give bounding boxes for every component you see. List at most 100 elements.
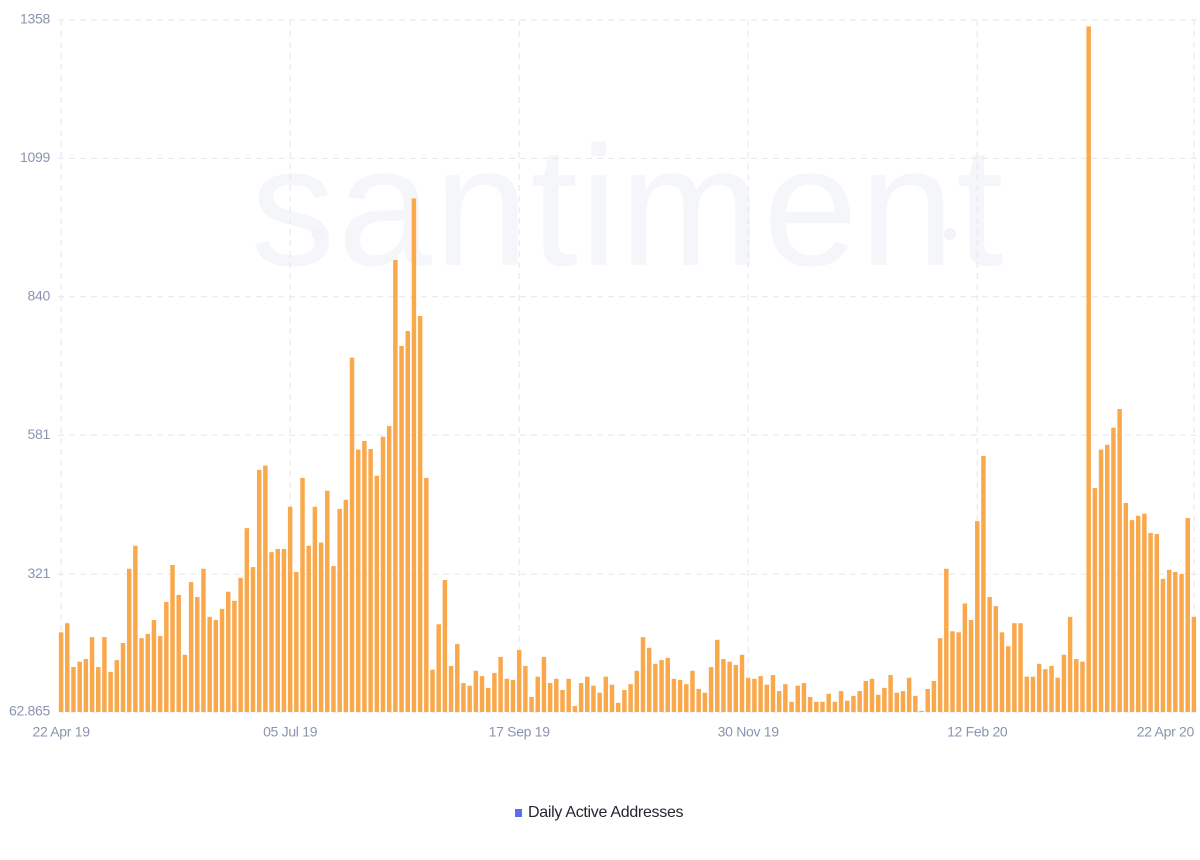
bar <box>1160 578 1166 712</box>
bar <box>1074 659 1079 712</box>
bar <box>906 677 912 712</box>
bar <box>603 676 609 712</box>
bar <box>430 669 435 712</box>
bar <box>349 357 355 712</box>
bar <box>814 701 819 712</box>
bar <box>739 654 745 712</box>
bar <box>331 566 336 712</box>
bar <box>554 678 559 712</box>
bar <box>900 691 906 712</box>
bar <box>640 637 646 712</box>
bar <box>1111 427 1116 712</box>
x-tick-label: 30 Nov 19 <box>718 724 780 740</box>
bar <box>999 632 1005 712</box>
bar <box>1154 534 1159 712</box>
bar <box>256 469 262 712</box>
bar <box>1086 26 1091 713</box>
bar <box>213 620 219 712</box>
bar <box>690 670 695 712</box>
bar <box>715 639 720 712</box>
bar <box>529 696 534 712</box>
bar <box>275 548 280 712</box>
bar <box>108 671 113 712</box>
bar <box>139 638 144 712</box>
bar <box>1105 444 1110 712</box>
bar <box>913 695 918 712</box>
bar <box>473 670 479 712</box>
bar <box>294 571 299 712</box>
bar <box>343 499 349 712</box>
bar <box>820 701 825 712</box>
bar <box>826 693 831 712</box>
bar <box>1092 488 1098 712</box>
bar <box>882 687 887 712</box>
bar <box>417 316 423 712</box>
bar <box>1185 517 1190 712</box>
bar <box>436 624 441 712</box>
bar <box>789 701 794 712</box>
bar <box>467 685 472 712</box>
bar <box>721 659 726 712</box>
bar <box>783 684 788 712</box>
bar <box>83 659 89 712</box>
bar <box>1080 661 1085 712</box>
bar <box>281 548 287 712</box>
bar <box>269 552 274 712</box>
bar <box>962 603 968 712</box>
bar <box>1018 623 1023 712</box>
bar <box>659 660 664 712</box>
bar <box>1049 665 1054 712</box>
bar <box>201 568 206 712</box>
bar <box>157 636 163 712</box>
bar <box>770 675 776 712</box>
bar <box>1191 616 1197 712</box>
bar <box>845 700 850 712</box>
bar <box>263 465 268 712</box>
bar <box>758 676 763 712</box>
bar <box>615 702 621 712</box>
y-tick-label: 62.865 <box>9 703 51 719</box>
bar <box>591 685 596 712</box>
bar <box>993 606 999 712</box>
y-tick-label: 321 <box>28 565 51 581</box>
bar <box>1012 623 1017 712</box>
bar <box>1135 515 1141 712</box>
bar <box>653 663 658 712</box>
bar <box>634 670 640 712</box>
bar <box>975 521 980 712</box>
x-tick-label: 22 Apr 19 <box>32 724 90 740</box>
bar <box>968 620 974 712</box>
bar <box>114 660 120 712</box>
bar <box>776 691 782 712</box>
watermark: santiment <box>250 112 1005 302</box>
bar <box>318 542 324 712</box>
bar <box>745 677 751 712</box>
bar <box>684 684 689 712</box>
bar <box>393 259 398 712</box>
bar <box>71 667 76 712</box>
bar <box>386 426 392 712</box>
bar <box>58 632 64 712</box>
bar <box>801 683 807 712</box>
bar <box>585 676 590 712</box>
bar <box>838 691 844 712</box>
bar <box>1166 569 1172 712</box>
bar <box>1005 646 1011 712</box>
bar <box>696 688 701 712</box>
bar <box>566 678 571 712</box>
bar <box>609 684 615 712</box>
bar <box>1117 408 1122 712</box>
bar <box>919 710 924 712</box>
bar <box>869 678 875 712</box>
bar <box>1098 449 1104 712</box>
bar <box>622 690 627 712</box>
bar <box>226 591 231 712</box>
bar <box>956 632 961 712</box>
bar <box>164 601 169 712</box>
bar <box>424 477 429 712</box>
bar <box>516 649 522 712</box>
bar <box>96 667 101 712</box>
bar <box>764 684 770 712</box>
bar <box>219 608 225 712</box>
